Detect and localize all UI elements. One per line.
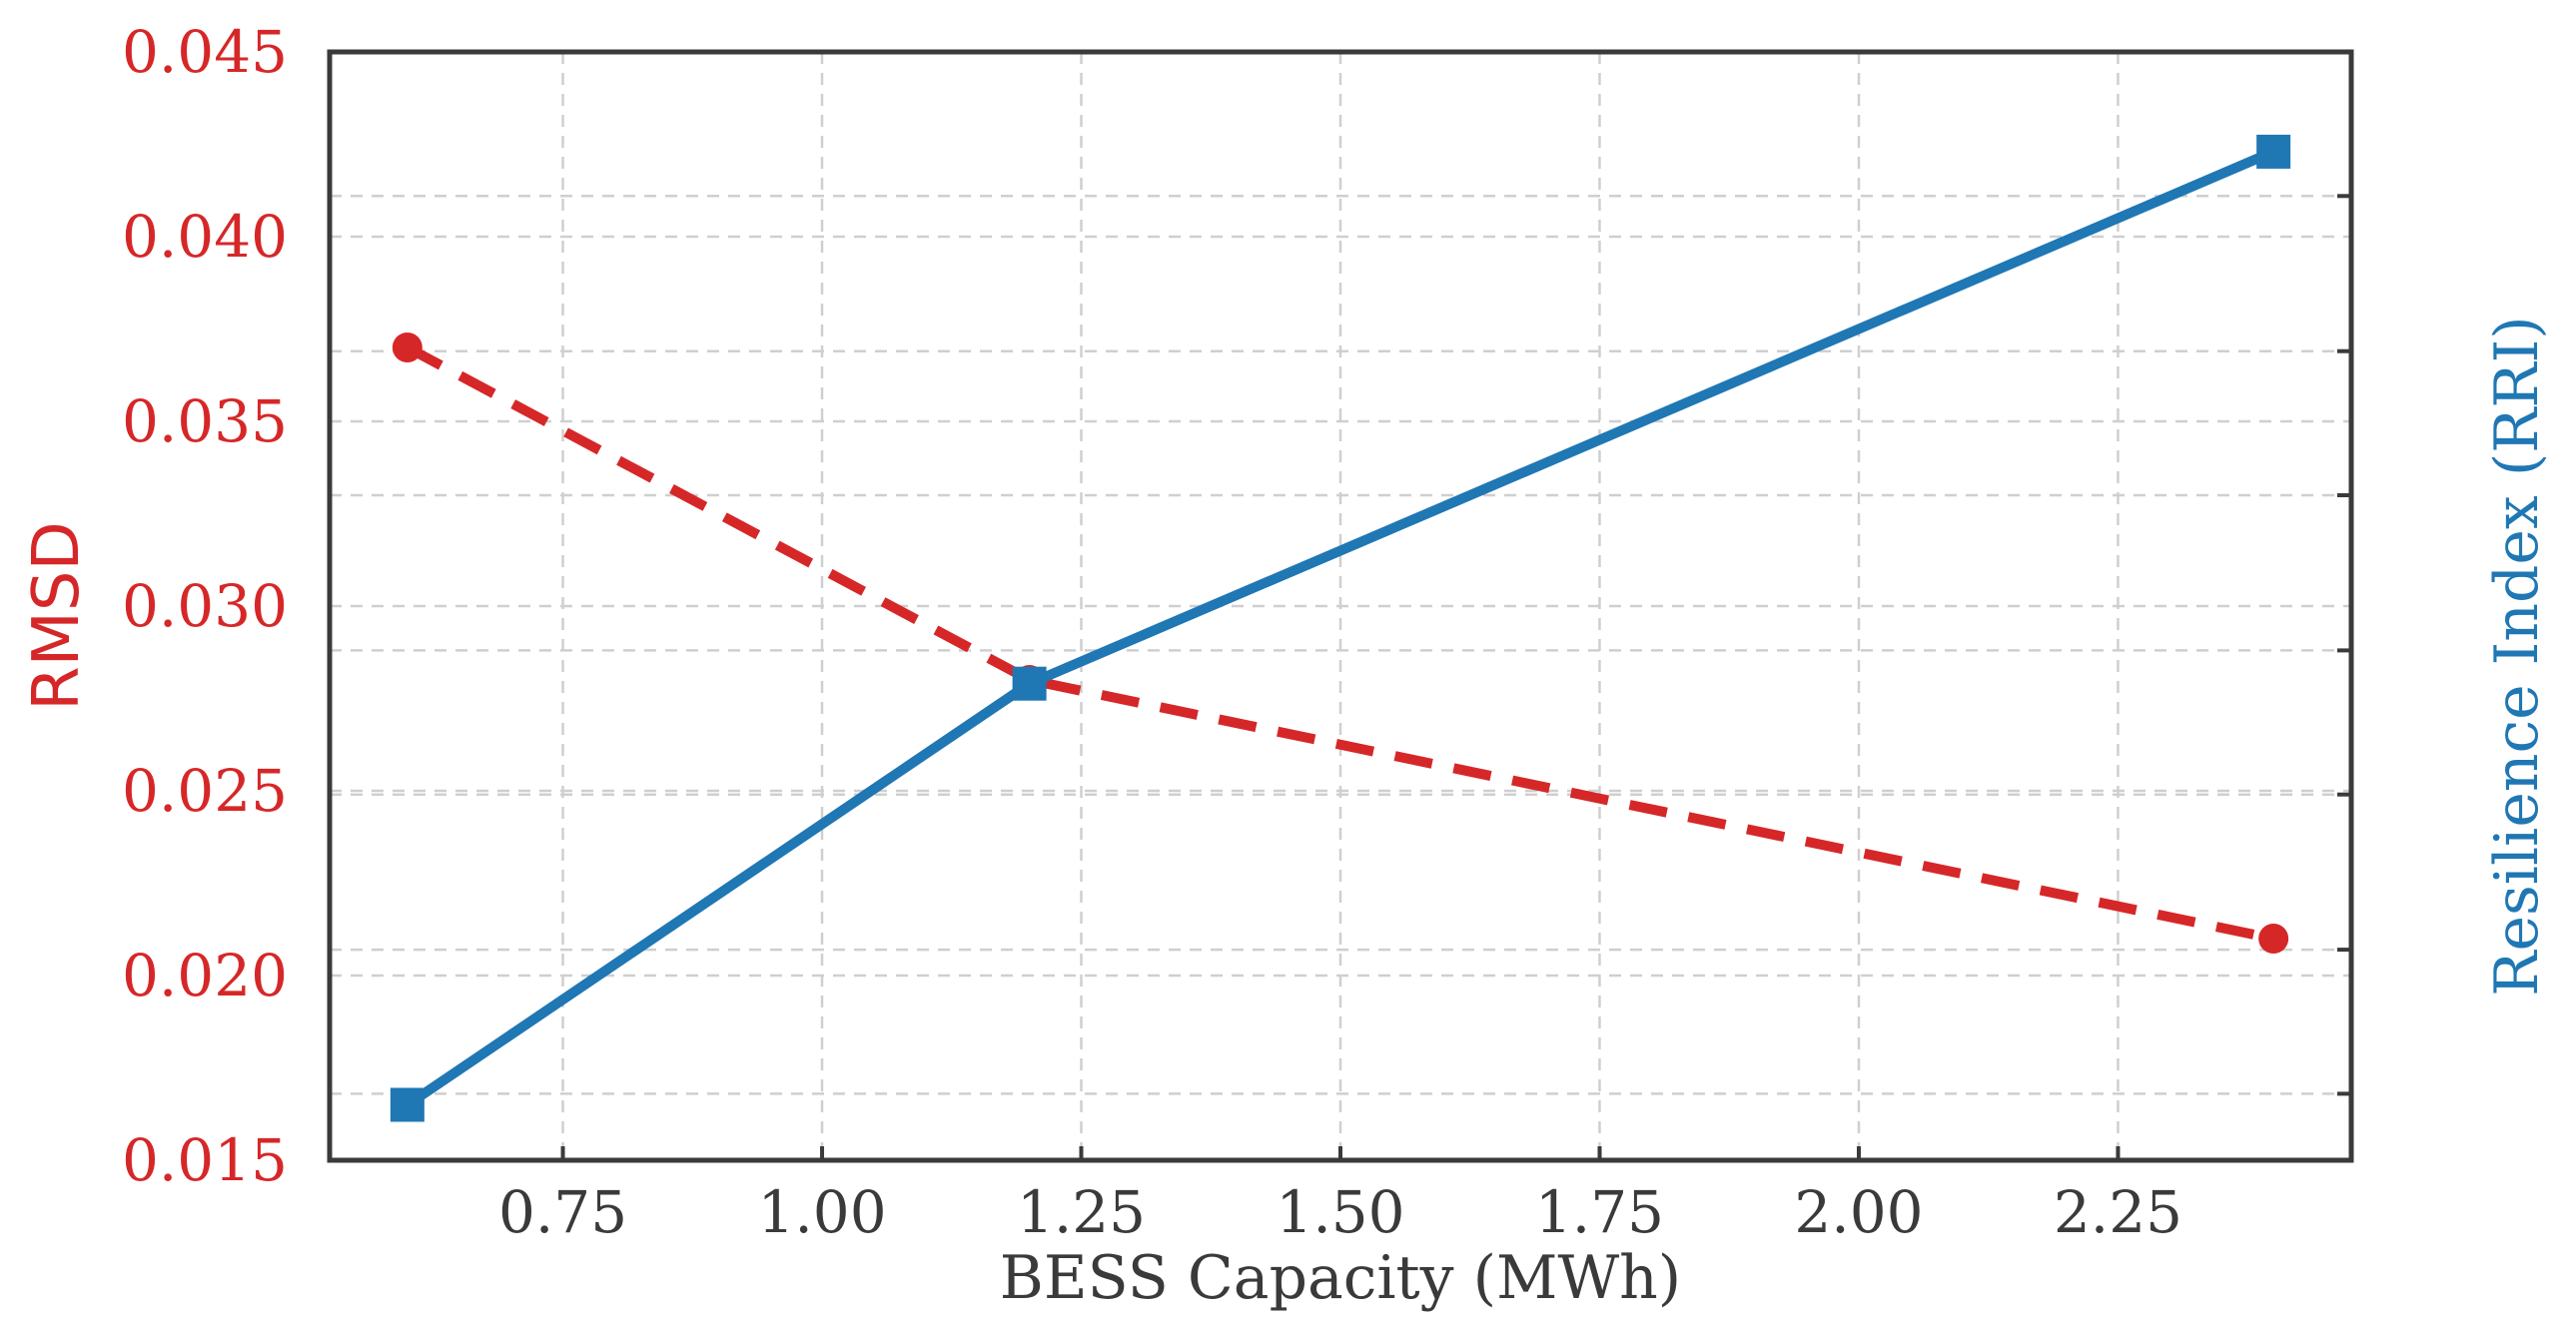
y-tick-label: 0.025 xyxy=(122,757,288,825)
x-axis-label: BESS Capacity (MWh) xyxy=(1000,1243,1681,1313)
x-tick-label: 1.25 xyxy=(1017,1178,1146,1246)
y-tick-label: 0.030 xyxy=(122,572,288,640)
grid xyxy=(330,52,2351,1160)
x-tick-label: 1.50 xyxy=(1276,1178,1404,1246)
y-tick-label: 0.015 xyxy=(122,1126,288,1194)
rri-point xyxy=(390,1087,425,1122)
left-axis-label: RMSD xyxy=(20,521,94,711)
rri-series xyxy=(390,134,2291,1122)
right-axis-label: Resilience Index (RRI) xyxy=(2482,316,2552,996)
x-tick-label: 2.25 xyxy=(2054,1178,2182,1246)
x-tick-label: 0.75 xyxy=(498,1178,627,1246)
rri-point xyxy=(2256,134,2291,169)
y-tick-label: 0.035 xyxy=(122,387,288,455)
rmsd-point xyxy=(392,332,423,362)
y-tick-label: 0.040 xyxy=(122,203,288,271)
y-tick-label: 0.020 xyxy=(122,942,288,1009)
x-axis-ticks: 0.75 1.00 1.25 1.50 1.75 2.00 2.25 xyxy=(498,1146,2182,1246)
rri-point xyxy=(1012,666,1047,701)
rmsd-point xyxy=(2258,924,2289,954)
x-tick-label: 1.75 xyxy=(1535,1178,1664,1246)
y-tick-label: 0.045 xyxy=(122,18,288,86)
x-tick-label: 1.00 xyxy=(757,1178,886,1246)
x-tick-label: 2.00 xyxy=(1794,1178,1923,1246)
left-axis-ticks: 0.015 0.020 0.025 0.030 0.035 0.040 0.045 xyxy=(122,18,288,1194)
